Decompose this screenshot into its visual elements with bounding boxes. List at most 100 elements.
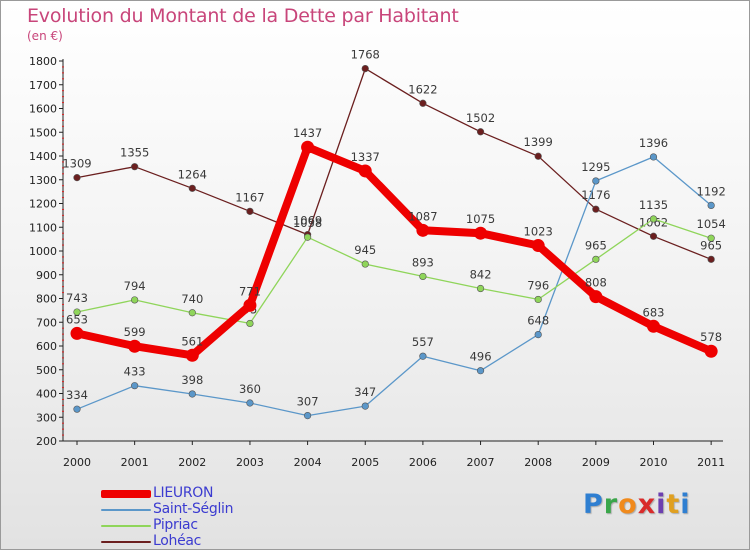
data-point [534,295,542,304]
data-point [70,326,84,340]
legend-label: LIEURON [153,485,214,501]
data-point [707,255,715,263]
data-label: 347 [354,385,376,399]
data-point [419,272,427,281]
data-point [304,411,312,420]
legend-swatch [101,509,151,511]
data-label: 360 [239,382,261,396]
data-point [188,184,196,192]
data-label: 1337 [351,150,380,164]
y-tick-label: 700 [36,316,57,329]
y-tick-label: 900 [36,269,57,282]
data-point [592,177,600,185]
data-point [246,207,254,215]
x-tick-label: 2009 [582,456,610,469]
data-label: 1437 [293,126,322,140]
data-point [592,255,600,263]
data-point [188,309,196,317]
data-label: 1087 [408,209,437,223]
data-label: 398 [181,373,203,387]
series-line [76,67,712,260]
y-tick-label: 1600 [29,103,57,116]
y-tick-label: 400 [36,388,57,401]
data-point [707,201,715,209]
data-label: 1309 [62,157,91,171]
data-label: 1069 [293,214,322,228]
data-point [304,233,312,241]
data-label: 965 [585,238,607,252]
y-tick-label: 500 [36,364,57,377]
data-label: 1192 [697,184,726,198]
series-line [76,218,712,325]
data-point [301,140,315,154]
y-tick-label: 200 [36,435,57,448]
data-label: 965 [700,238,722,252]
data-label: 1075 [466,212,495,226]
data-point [73,405,81,413]
data-point [128,339,142,353]
x-tick-label: 2000 [63,456,91,469]
data-point [704,344,718,358]
series-line [73,143,716,360]
data-label: 1054 [697,217,726,231]
x-tick-label: 2008 [524,456,552,469]
logo-letter: i [656,489,667,520]
data-point [649,232,658,240]
data-label: 307 [297,395,319,409]
data-label: 1264 [178,167,207,181]
logo-letter: i [680,489,691,520]
data-label: 794 [124,279,146,293]
data-point [246,399,254,407]
data-label: 1058 [293,216,322,230]
legend-swatch [101,490,151,498]
data-label: 1768 [351,48,380,62]
y-tick-label: 600 [36,340,57,353]
legend-label: Saint-Séglin [153,501,234,517]
data-point [131,296,139,304]
data-label: 771 [239,284,261,298]
y-tick-label: 800 [36,293,57,306]
x-tick-label: 2005 [351,456,379,469]
data-point [361,402,369,410]
data-point [476,128,485,136]
data-point [647,319,660,333]
data-label: 743 [66,291,88,305]
x-tick-label: 2011 [697,456,725,469]
data-label: 1396 [639,136,668,150]
data-label: 496 [470,350,492,364]
proxiti-logo: Proxiti [583,489,691,520]
data-point [131,163,139,171]
data-label: 1355 [120,146,149,160]
data-point [476,284,485,293]
data-point [246,319,254,328]
data-label: 842 [470,268,492,282]
data-point [474,226,488,240]
data-label: 808 [585,276,607,290]
data-point [534,331,542,339]
data-point [243,298,257,312]
data-point [131,382,139,390]
data-label: 433 [124,365,146,379]
logo-letter: t [666,489,681,520]
chart-unit: (en €) [27,29,63,43]
y-tick-label: 1100 [29,221,57,234]
y-tick-label: 1000 [29,245,57,258]
x-tick-label: 2007 [467,456,495,469]
data-point [531,239,545,253]
data-point [534,152,542,160]
data-label: 557 [412,335,434,349]
logo-letter: r [603,489,619,520]
data-label: 1167 [235,190,264,204]
data-point [707,234,715,242]
x-tick-label: 2006 [409,456,437,469]
y-tick-label: 1700 [29,79,57,92]
logo-letter: x [637,489,657,520]
logo-letter: P [583,489,604,520]
data-label: 1502 [466,111,495,125]
data-label: 1295 [581,160,610,174]
data-point [649,215,658,223]
data-point [419,352,427,360]
y-tick-label: 1400 [29,150,57,163]
data-label: 1023 [524,225,553,239]
